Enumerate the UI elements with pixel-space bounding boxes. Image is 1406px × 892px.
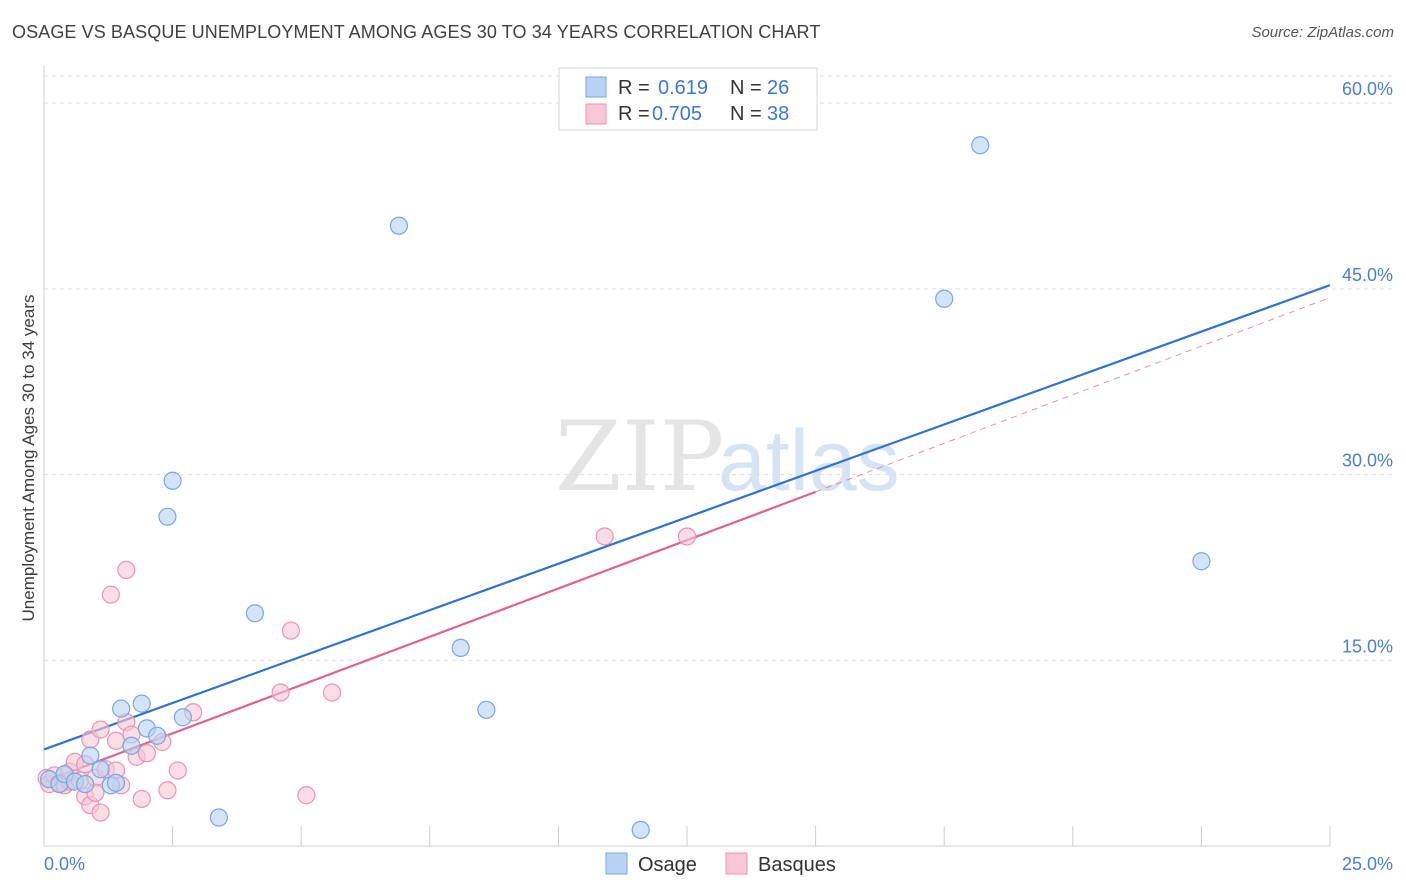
basques-point [137, 744, 156, 763]
osage-point [245, 604, 265, 623]
basques-point [117, 560, 136, 580]
watermark-atlas: atlas [718, 413, 900, 509]
osage-point [158, 507, 177, 526]
bottom-legend-osage: Osage [638, 854, 697, 876]
osage-trend-line [43, 284, 1331, 751]
data-points [37, 136, 1211, 840]
basques-point [132, 789, 151, 809]
x-tick-label: 25.0% [1342, 854, 1393, 874]
legend-n-value-basques: 38 [767, 103, 789, 125]
basques-point [322, 683, 342, 702]
watermark-zip: ZIP [555, 401, 724, 513]
gridlines [44, 75, 1392, 661]
legend-n-value-osage: 26 [767, 77, 789, 99]
legend: R = 0.619 N = 26 R = 0.705 N = 38 [558, 67, 818, 131]
osage-point [81, 746, 100, 765]
basques-point [101, 585, 120, 604]
bottom-legend: Osage Basques [605, 852, 836, 876]
basques-point [91, 720, 110, 739]
legend-r-value-basques: 0.705 [652, 103, 702, 125]
bottom-legend-swatch-basques [725, 852, 748, 875]
y-tick-label: 60.0% [1342, 79, 1393, 99]
osage-point [631, 820, 650, 840]
legend-r-label-basques: R = [618, 103, 650, 125]
osage-point [1192, 552, 1211, 571]
osage-point [148, 726, 167, 745]
basques-point [91, 803, 110, 822]
osage-point [971, 136, 990, 155]
osage-point [76, 774, 95, 794]
osage-point [122, 736, 141, 755]
y-tick-label: 15.0% [1342, 636, 1393, 656]
osage-point [91, 760, 110, 779]
osage-point [106, 773, 126, 792]
basques-point [281, 621, 301, 640]
osage-point [389, 216, 409, 235]
basques-point [677, 527, 697, 546]
osage-point [209, 808, 228, 827]
legend-n-label-osage: N = [730, 77, 762, 99]
osage-point [173, 708, 192, 727]
source-label: Source: ZipAtlas.com [1251, 24, 1394, 41]
bottom-legend-basques: Basques [758, 854, 836, 876]
basques-point [158, 781, 177, 800]
basques-point [106, 731, 126, 750]
osage-point [132, 694, 151, 713]
x-tick-label: 0.0% [44, 854, 85, 874]
y-tick-label: 30.0% [1342, 451, 1393, 471]
y-tick-label: 45.0% [1342, 265, 1393, 285]
osage-point [477, 700, 496, 719]
bottom-legend-swatch-osage [605, 852, 628, 875]
axes: 15.0% 30.0% 45.0% 60.0% 0.0% 25.0% [43, 66, 1393, 874]
basques-trend-extension [815, 297, 1331, 493]
legend-n-label-basques: N = [730, 103, 762, 125]
y-axis-title: Unemployment Among Ages 30 to 34 years [19, 295, 38, 622]
osage-point [451, 638, 470, 658]
legend-swatch-osage [585, 76, 607, 98]
basques-point [595, 527, 614, 546]
osage-point [163, 471, 182, 490]
basques-point [297, 786, 316, 805]
chart-title: OSAGE VS BASQUE UNEMPLOYMENT AMONG AGES … [12, 22, 821, 42]
basques-point [271, 683, 290, 702]
basques-point [168, 761, 187, 780]
legend-r-value-osage: 0.619 [658, 77, 708, 99]
legend-swatch-basques [585, 103, 607, 125]
legend-r-label-osage: R = [618, 77, 650, 99]
osage-point [935, 289, 954, 308]
osage-point [112, 699, 131, 718]
